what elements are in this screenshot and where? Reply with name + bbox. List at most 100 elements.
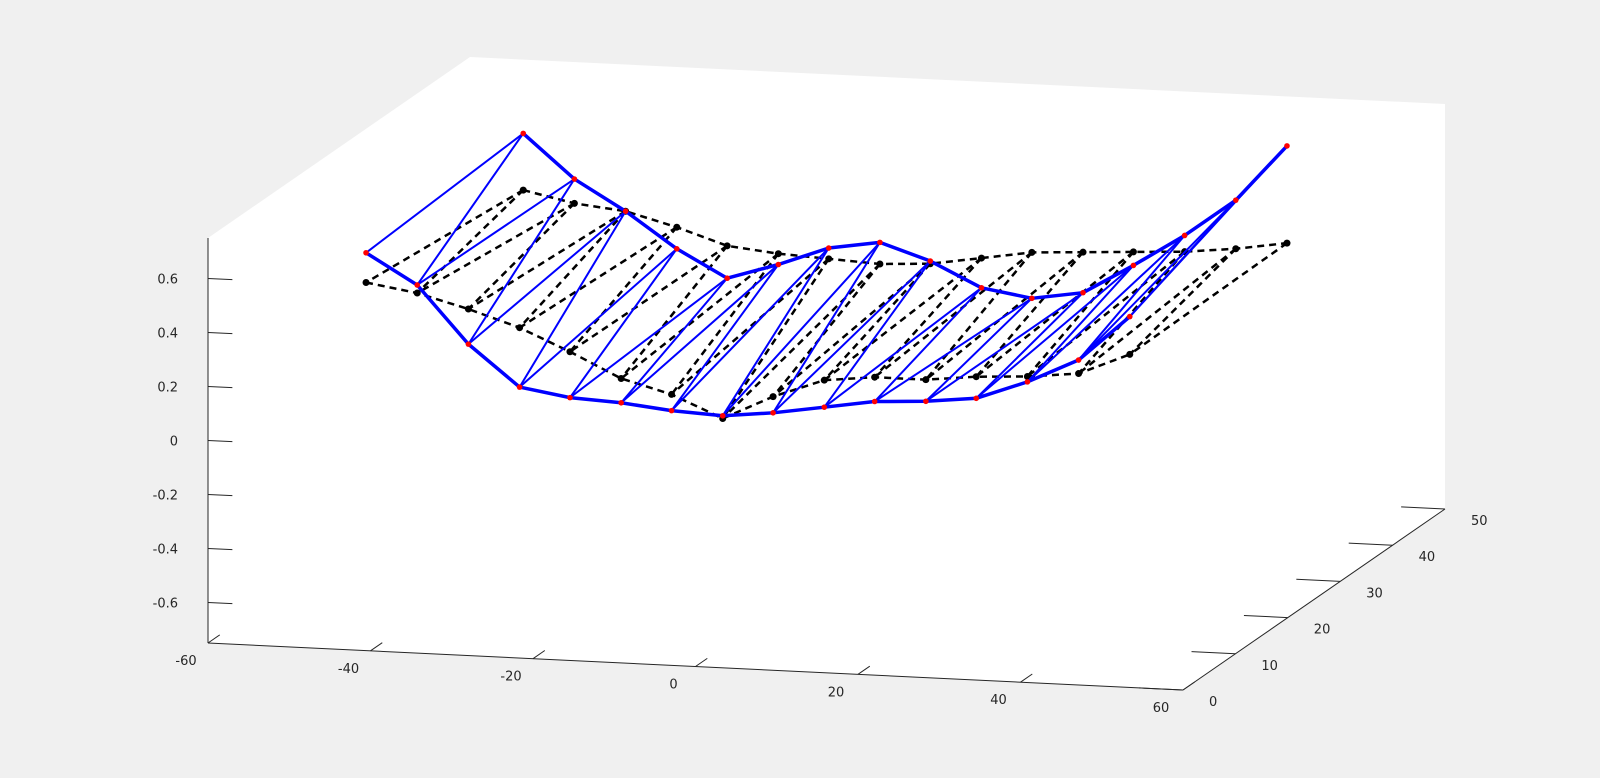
deformed-node	[1080, 289, 1086, 296]
y-tick-label: 30	[1366, 586, 1383, 601]
undeformed-strut	[365, 189, 524, 284]
x-tick	[1182, 681, 1196, 691]
undeformed-diagonal	[924, 251, 1033, 381]
x-tick	[370, 642, 383, 652]
undeformed-strut	[772, 262, 932, 398]
deformed-diagonal	[772, 241, 881, 414]
undeformed-node	[820, 376, 828, 384]
undeformed-node	[977, 254, 985, 262]
deformed-strut	[365, 132, 524, 254]
deformed-strut	[874, 297, 1033, 403]
axes-box	[207, 57, 1446, 691]
deformed-strut	[467, 210, 627, 345]
y-tick	[1243, 614, 1288, 619]
z-tick	[207, 386, 233, 389]
plot-area	[362, 130, 1291, 422]
deformed-node	[673, 245, 680, 252]
undeformed-node	[774, 250, 782, 258]
undeformed-node	[617, 374, 625, 382]
deformed-node	[927, 258, 934, 264]
deformed-node	[1284, 143, 1290, 149]
y-tick-label: 50	[1471, 514, 1488, 529]
z-tick	[207, 332, 233, 335]
undeformed-node	[1129, 248, 1137, 256]
z-tick	[207, 440, 233, 443]
undeformed-node	[519, 186, 527, 194]
deformed-node	[1029, 295, 1035, 302]
deformed-diagonal	[1026, 264, 1135, 383]
undeformed-diagonal	[1026, 251, 1135, 378]
deformed-node	[1024, 379, 1031, 385]
y-tick-label: 40	[1419, 550, 1436, 565]
series-line-1	[522, 132, 1289, 301]
x-tick-label: 0	[669, 678, 677, 693]
deformed-node	[618, 399, 624, 406]
series-line-4	[365, 281, 1131, 420]
y-tick	[1296, 578, 1341, 582]
x-tick	[857, 665, 871, 675]
deformed-strut	[620, 263, 780, 404]
z-tick-label: 0.2	[157, 381, 178, 396]
deformed-node	[923, 398, 929, 405]
undeformed-node	[1028, 248, 1036, 256]
deformed-node	[1181, 232, 1188, 239]
x-tick-label: -40	[338, 662, 359, 677]
undeformed-diagonal	[670, 252, 780, 396]
deformed-node	[775, 261, 782, 268]
deformed-node	[978, 284, 985, 291]
undeformed-node	[566, 348, 574, 356]
undeformed-node	[668, 390, 676, 398]
deformed-node	[668, 407, 675, 414]
undeformed-node	[876, 260, 884, 268]
undeformed-node	[1075, 370, 1083, 378]
undeformed-node	[570, 199, 578, 207]
x-tick-label: 40	[990, 693, 1007, 708]
y-tick	[1401, 506, 1446, 510]
undeformed-strut	[1077, 247, 1237, 375]
undeformed-diagonal	[975, 251, 1084, 378]
series-line-2	[365, 251, 1131, 418]
deformed-diagonal	[416, 132, 525, 286]
plot-background	[208, 57, 1445, 690]
z-tick	[207, 494, 233, 497]
deformed-diagonal	[620, 277, 728, 404]
undeformed-strut	[975, 250, 1135, 378]
deformed-strut	[721, 241, 881, 417]
deformed-node	[877, 239, 883, 246]
deformed-node	[622, 208, 629, 215]
y-tick	[1191, 651, 1236, 655]
deformed-strut	[772, 260, 931, 414]
undeformed-node	[825, 255, 833, 263]
deformed-diagonal	[518, 210, 627, 388]
deformed-diagonal	[823, 260, 932, 408]
undeformed-diagonal	[518, 210, 627, 329]
deformed-node	[825, 245, 832, 251]
deformed-node	[516, 384, 523, 390]
x-tick	[532, 650, 546, 660]
x-tick-label: -60	[175, 654, 196, 669]
deformed-node	[724, 275, 730, 282]
undeformed-strut	[467, 210, 627, 311]
deformed-strut	[1129, 145, 1288, 318]
undeformed-diagonal	[1077, 250, 1186, 375]
z-tick-label: 0.4	[157, 327, 178, 342]
deformed-strut	[1077, 199, 1237, 361]
deformed-strut	[975, 264, 1135, 400]
y-tick-label: 20	[1314, 623, 1331, 638]
x-tick	[695, 657, 708, 667]
x-tick	[1020, 673, 1033, 683]
deformed-strut	[823, 286, 983, 408]
deformed-node	[1232, 197, 1239, 203]
x-tick-label: 20	[828, 685, 845, 700]
deformed-strut	[1026, 234, 1186, 383]
deformed-strut	[670, 247, 830, 412]
deformed-strut	[569, 277, 728, 399]
deformed-node	[973, 395, 980, 402]
undeformed-node	[1126, 350, 1134, 358]
x-tick	[207, 634, 221, 644]
undeformed-node	[1232, 245, 1240, 253]
tick-labels: -60 -40 -20 0 20 40 60 0 10 20 30 40 50 -0.6 -0.4 -0.2 0…	[153, 273, 1488, 717]
undeformed-node	[871, 373, 879, 381]
deformed-node	[1130, 262, 1137, 269]
